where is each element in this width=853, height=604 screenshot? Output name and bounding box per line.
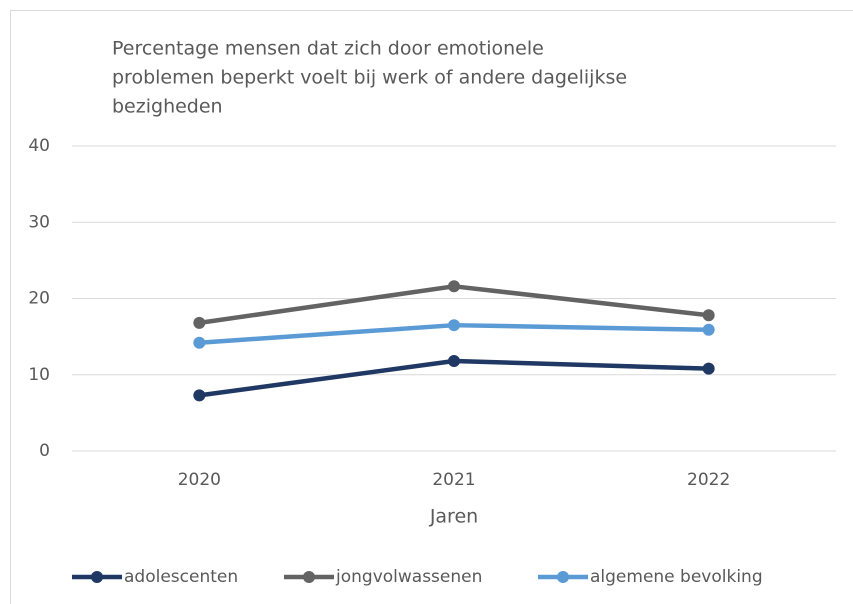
y-tick-label: 0 [39,441,50,461]
legend-marker [303,571,315,583]
data-point [702,362,715,375]
data-point [448,280,460,293]
data-point [193,336,206,349]
y-tick-label: 20 [28,289,50,309]
legend-label: jongvolwassenen [335,567,482,587]
data-point [193,389,206,402]
y-tick-label: 10 [28,365,50,385]
x-tick-label: 2020 [178,470,221,490]
data-point [702,309,715,322]
data-point [702,323,715,336]
x-tick-label: 2022 [687,470,730,490]
x-tick-label: 2021 [432,470,475,490]
legend-label: algemene bevolking [590,567,763,587]
legend-label: adolescenten [124,567,238,587]
data-point [448,355,460,368]
legend-marker [91,571,103,583]
chart-title: problemen beperkt voelt bij werk of ande… [112,67,627,89]
chart-title: Percentage mensen dat zich door emotione… [112,38,544,60]
data-point [448,319,460,332]
y-tick-label: 30 [28,212,50,232]
chart-frame [10,10,853,604]
y-tick-label: 40 [28,136,50,156]
x-axis-title: Jaren [429,506,478,528]
legend-marker [557,571,569,583]
chart-title: bezigheden [112,96,223,118]
data-point [193,316,206,329]
